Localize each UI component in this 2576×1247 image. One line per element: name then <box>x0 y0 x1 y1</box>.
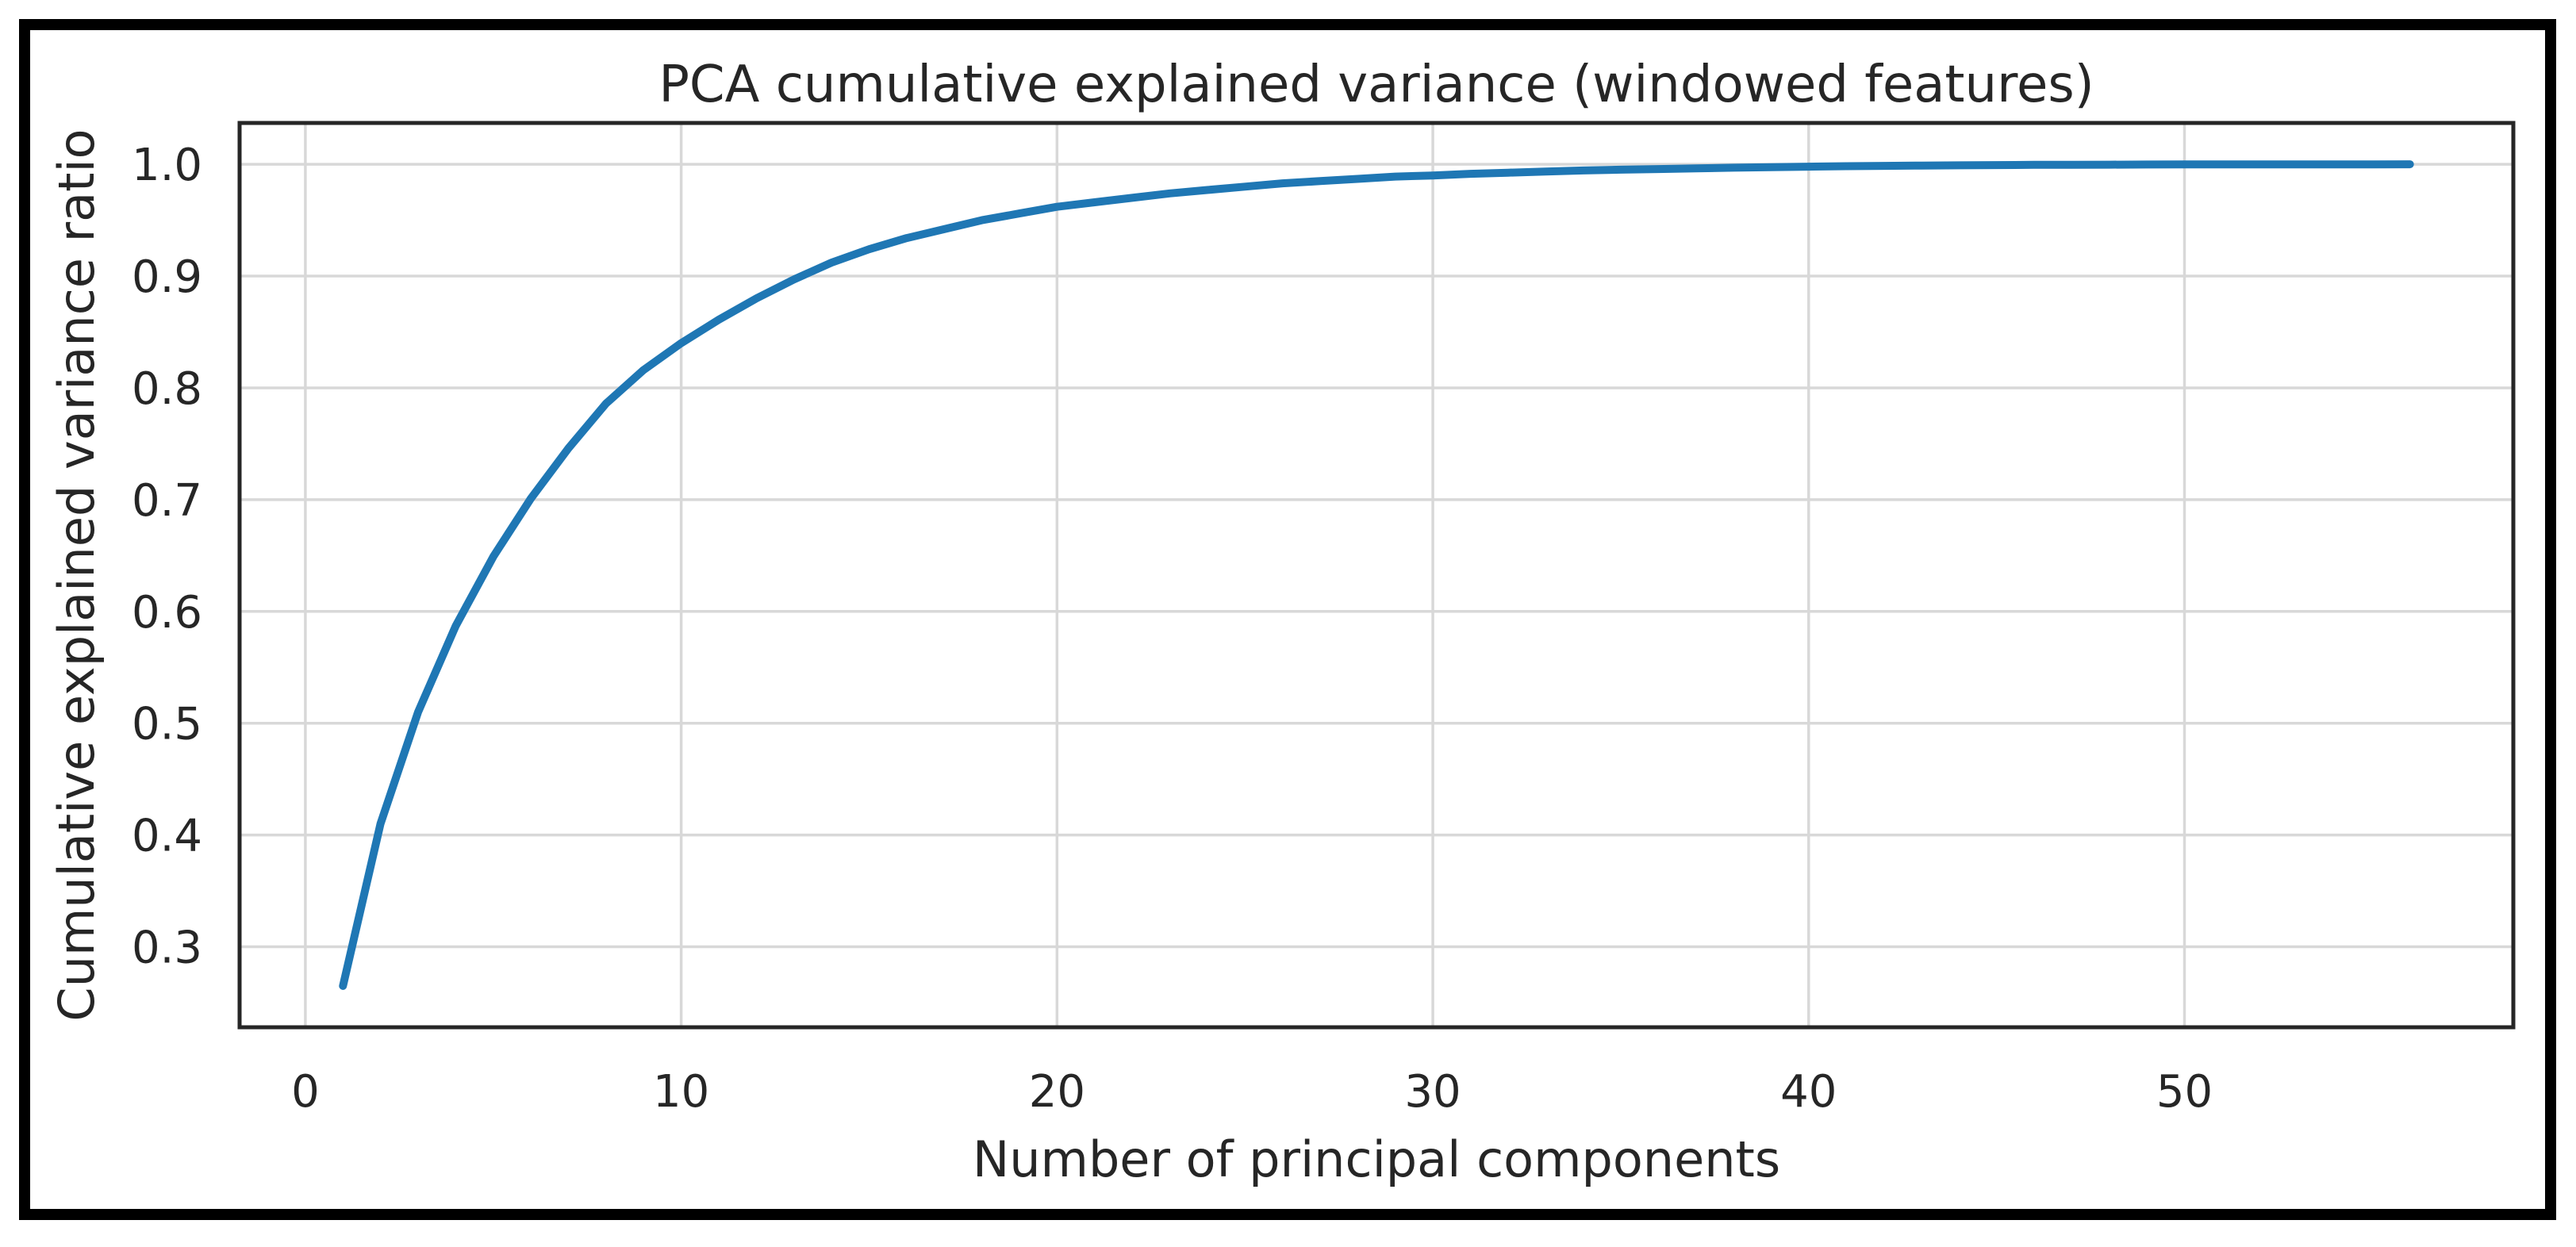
x-tick-label: 50 <box>2156 1066 2213 1118</box>
y-tick-label: 0.9 <box>132 251 202 303</box>
y-axis-label: Cumulative explained variance ratio <box>48 129 106 1021</box>
y-tick-label: 0.7 <box>132 475 202 527</box>
y-tick-label: 0.8 <box>132 363 202 415</box>
y-tick-label: 1.0 <box>132 140 202 191</box>
figure-border <box>19 19 2556 1220</box>
x-tick-label: 40 <box>1780 1066 1837 1118</box>
y-tick-labels: 1.0 0.9 0.8 0.7 0.6 0.5 0.4 0.3 <box>132 140 202 973</box>
x-tick-label: 0 <box>291 1066 320 1118</box>
plot-frame <box>237 121 2516 1030</box>
x-tick-label: 30 <box>1404 1066 1461 1118</box>
y-tick-label: 0.4 <box>132 811 202 862</box>
chart-title: PCA cumulative explained variance (windo… <box>658 56 2094 114</box>
variance-curve <box>339 160 2414 990</box>
y-tick-label: 0.3 <box>132 923 202 974</box>
x-axis-label: Number of principal components <box>973 1130 1780 1188</box>
y-tick-label: 0.5 <box>132 699 202 750</box>
x-tick-label: 20 <box>1029 1066 1085 1118</box>
gridlines <box>240 123 2513 1027</box>
x-tick-label: 10 <box>653 1066 709 1118</box>
x-tick-labels: 0 10 20 30 40 50 <box>291 1066 2213 1118</box>
y-tick-label: 0.6 <box>132 587 202 639</box>
